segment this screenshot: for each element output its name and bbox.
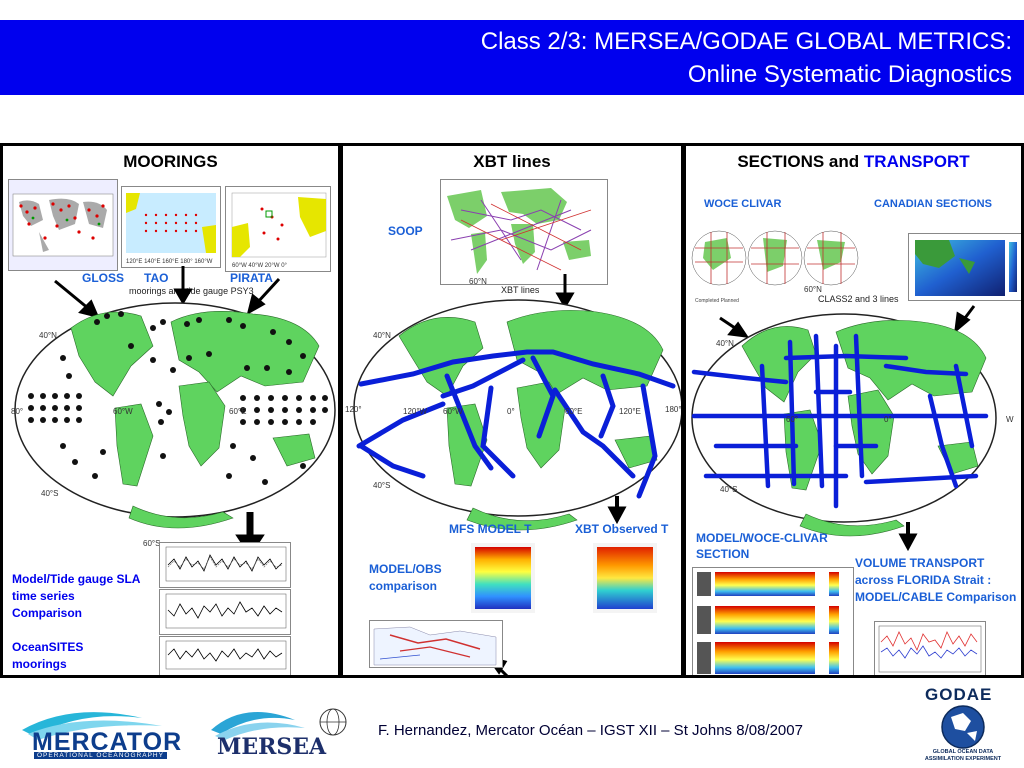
gloss-map-icon	[12, 193, 114, 257]
moorings-arrows	[54, 266, 281, 557]
svg-text:40°S: 40°S	[373, 481, 390, 490]
mercator-swoosh-icon	[22, 712, 162, 740]
svg-text:60°N: 60°N	[469, 277, 487, 286]
woce-clivar-thumbnail: Completed Planned	[691, 218, 859, 308]
svg-text:120°W: 120°W	[403, 407, 428, 416]
svg-text:60°: 60°	[786, 415, 798, 424]
svg-text:120°E 140°E 160°E 180° 160: 120°E 140°E 160°E 180° 160°W	[126, 259, 213, 265]
svg-text:40°N: 40°N	[373, 331, 391, 340]
godae-globe-icon	[941, 705, 985, 749]
svg-text:80°: 80°	[11, 407, 23, 416]
soop-label: SOOP	[388, 224, 423, 238]
canadian-sections-label: CANADIAN SECTIONS	[874, 198, 992, 210]
moorings-title: MOORINGS	[123, 152, 218, 171]
mersea-logo: MERSEA	[205, 700, 355, 762]
tao-map-icon: 120°E 140°E 160°E 180° 160°W	[126, 193, 216, 265]
svg-text:60°E: 60°E	[229, 407, 246, 416]
med-map-icon	[373, 626, 497, 666]
svg-text:40°S: 40°S	[720, 485, 737, 494]
svg-text:120°E: 120°E	[619, 407, 641, 416]
canadian-sections-thumbnail	[908, 233, 1021, 301]
pirata-thumbnail: 60°W 40°W 20°W 0°	[225, 186, 331, 272]
pirata-label: PIRATA	[230, 271, 273, 285]
section-plot-icon	[597, 547, 653, 609]
xbt-observed-label: XBT Observed T	[575, 522, 669, 536]
sla-timeseries-plot-3	[159, 636, 291, 675]
slide-title-line2: Online Systematic Diagnostics	[687, 61, 1012, 88]
mersea-wave-icon	[211, 708, 347, 740]
sections-map-caption: CLASS2 and 3 lines	[818, 294, 899, 304]
section-plot-icon	[697, 572, 839, 674]
canadian-map-icon	[915, 240, 1017, 296]
xbt-map-caption: XBT lines	[501, 285, 540, 295]
godae-name: GODAE	[925, 685, 993, 704]
moorings-map-caption: moorings and tide gauge PSY3	[129, 286, 254, 296]
moorings-panel: MOORINGS	[0, 143, 341, 678]
woce-clivar-label: WOCE CLIVAR	[704, 198, 782, 210]
xbt-panel: XBT lines SOOP XBT lines	[340, 143, 684, 678]
xbt-lines-map-icon	[443, 182, 605, 282]
svg-text:40°S: 40°S	[41, 489, 58, 498]
footer-credit: F. Hernandez, Mercator Océan – IGST XII …	[378, 722, 803, 739]
sections-title: SECTIONS and TRANSPORT	[686, 152, 1021, 172]
arrow-icon	[255, 277, 281, 305]
gloss-thumbnail	[8, 179, 118, 271]
xbt-observed-section	[593, 543, 657, 613]
svg-text:60°S: 60°S	[143, 539, 160, 548]
gloss-label: GLOSS	[82, 271, 125, 285]
svg-text:60°W: 60°W	[443, 407, 463, 416]
sections-arrows	[719, 305, 976, 552]
sections-world-map: 40°N 60° 0° W 40°S 60°N	[691, 285, 1014, 537]
mersea-name: MERSEA	[217, 734, 327, 760]
model-woce-clivar-label: MODEL/WOCE-CLIVAR SECTION	[696, 531, 828, 561]
woce-globes-icon: Completed Planned	[691, 230, 859, 304]
mercator-tagline: OPERATIONAL OCEANOGRAPHY	[34, 752, 167, 759]
svg-text:W: W	[1006, 415, 1014, 424]
time-series-plot-icon	[165, 593, 287, 629]
sections-title-part2: TRANSPORT	[863, 152, 970, 171]
florida-transport-plot	[874, 621, 986, 675]
godae-logo: GODAE GLOBAL OCEAN DATA ASSIMILATION EXP…	[915, 683, 1011, 767]
mercator-name: MERCATOR	[32, 728, 183, 756]
pirata-map-icon: 60°W 40°W 20°W 0°	[231, 192, 327, 269]
tao-thumbnail: 120°E 140°E 160°E 180° 160°W	[121, 186, 221, 268]
svg-text:60°W 40°W 20°W 0°: 60°W 40°W 20°W 0°	[232, 263, 288, 269]
title-banner: Class 2/3: MERSEA/GODAE GLOBAL METRICS: …	[0, 20, 1024, 95]
time-series-plot-icon	[878, 625, 982, 673]
svg-text:60°W: 60°W	[113, 407, 133, 416]
mfs-model-label: MFS MODEL T	[449, 522, 532, 536]
section-plot-icon	[475, 547, 531, 609]
svg-text:180°: 180°	[665, 405, 682, 414]
svg-text:Completed Planned: Completed Planned	[695, 298, 739, 304]
xbt-title: XBT lines	[473, 152, 551, 171]
svg-text:0°: 0°	[884, 415, 892, 424]
svg-text:40°N: 40°N	[39, 331, 57, 340]
svg-text:60°E: 60°E	[565, 407, 582, 416]
mediterranean-xbt-map	[369, 620, 503, 668]
moorings-world-map: 40°N 80° 60°W 60°E 40°S 60°S	[11, 302, 336, 548]
woce-section-comparison	[692, 567, 854, 675]
time-series-plot-icon	[165, 546, 287, 582]
sla-timeseries-plot-2	[159, 589, 291, 635]
slide-title-line1: Class 2/3: MERSEA/GODAE GLOBAL METRICS:	[480, 28, 1012, 55]
sections-panel: SECTIONS and TRANSPORT WOCE CLIVAR CANAD…	[683, 143, 1024, 678]
xbt-world-map: 40°N 120° 120°W 60°W 0° 60°E 120°E 180° 40°S 60…	[345, 277, 682, 531]
tao-label: TAO	[144, 271, 169, 285]
svg-text:120°: 120°	[345, 405, 362, 414]
godae-tagline: GLOBAL OCEAN DATA ASSIMILATION EXPERIMEN…	[924, 749, 1002, 762]
soop-thumbnail	[440, 179, 608, 285]
model-obs-label: MODEL/OBS comparison	[369, 562, 442, 593]
sla-timeseries-plot-1	[159, 542, 291, 588]
model-tide-gauge-label: Model/Tide gauge SLA time series Compari…	[12, 572, 141, 620]
svg-text:40°N: 40°N	[716, 339, 734, 348]
oceansites-label: OceanSITES moorings	[12, 640, 84, 671]
svg-text:0°: 0°	[507, 407, 515, 416]
svg-text:60°N: 60°N	[804, 285, 822, 294]
volume-transport-label: VOLUME TRANSPORT across FLORIDA Strait :…	[855, 556, 1017, 604]
sections-title-part1: SECTIONS and	[737, 152, 860, 171]
mfs-model-section	[471, 543, 535, 613]
arrow-icon	[54, 279, 90, 311]
time-series-plot-icon	[165, 640, 287, 670]
mercator-logo: MERCATOR OPERATIONAL OCEANOGRAPHY	[12, 700, 202, 762]
